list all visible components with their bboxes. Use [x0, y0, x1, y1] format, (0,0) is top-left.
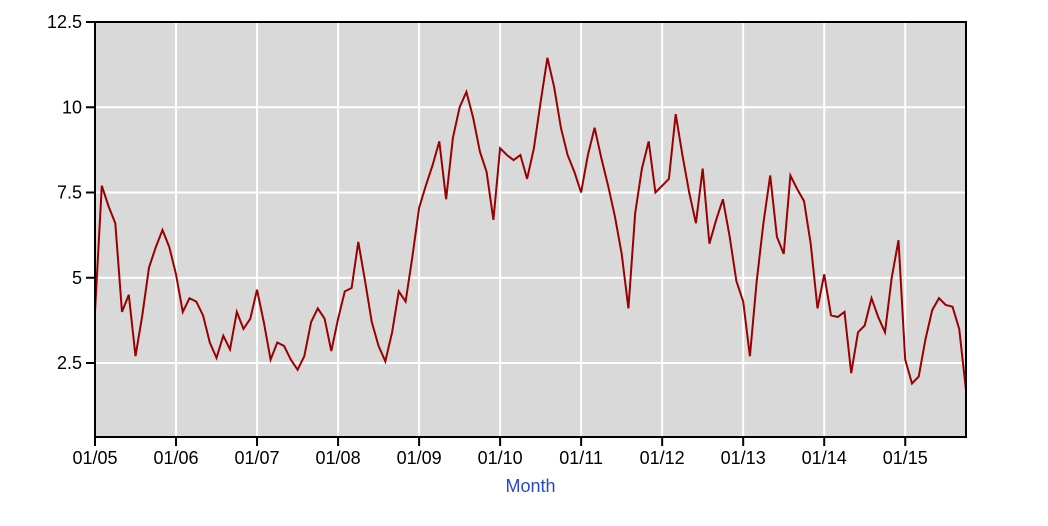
- y-tick-label: 10: [62, 97, 82, 117]
- data-line: [94, 57, 967, 391]
- x-tick-label: 01/09: [397, 448, 442, 468]
- axis-ticks: [86, 21, 907, 446]
- y-tick-label: 5: [72, 268, 82, 288]
- x-axis-tick-labels: 01/05 01/06 01/07 01/08 01/09 01/10 01/11 01/12…: [72, 448, 927, 468]
- x-tick-label: 01/10: [478, 448, 523, 468]
- x-tick-label: 01/12: [640, 448, 685, 468]
- x-tick-label: 01/08: [316, 448, 361, 468]
- x-tick-label: 01/07: [235, 448, 280, 468]
- x-axis-title: Month: [505, 476, 555, 496]
- plot-border: [94, 21, 967, 438]
- plot-area: [95, 22, 966, 437]
- x-tick-label: 01/13: [721, 448, 766, 468]
- x-tick-label: 01/15: [883, 448, 928, 468]
- x-tick-label: 01/05: [72, 448, 117, 468]
- x-tick-label: 01/11: [559, 448, 603, 468]
- y-tick-label: 7.5: [57, 183, 82, 203]
- x-tick-label: 01/06: [153, 448, 198, 468]
- gridlines: [95, 22, 966, 437]
- y-tick-label: 12.5: [47, 12, 82, 32]
- y-tick-label: 2.5: [57, 353, 82, 373]
- x-tick-label: 01/14: [802, 448, 847, 468]
- y-axis-tick-labels: 2.5 5 7.5 10 12.5: [47, 12, 82, 373]
